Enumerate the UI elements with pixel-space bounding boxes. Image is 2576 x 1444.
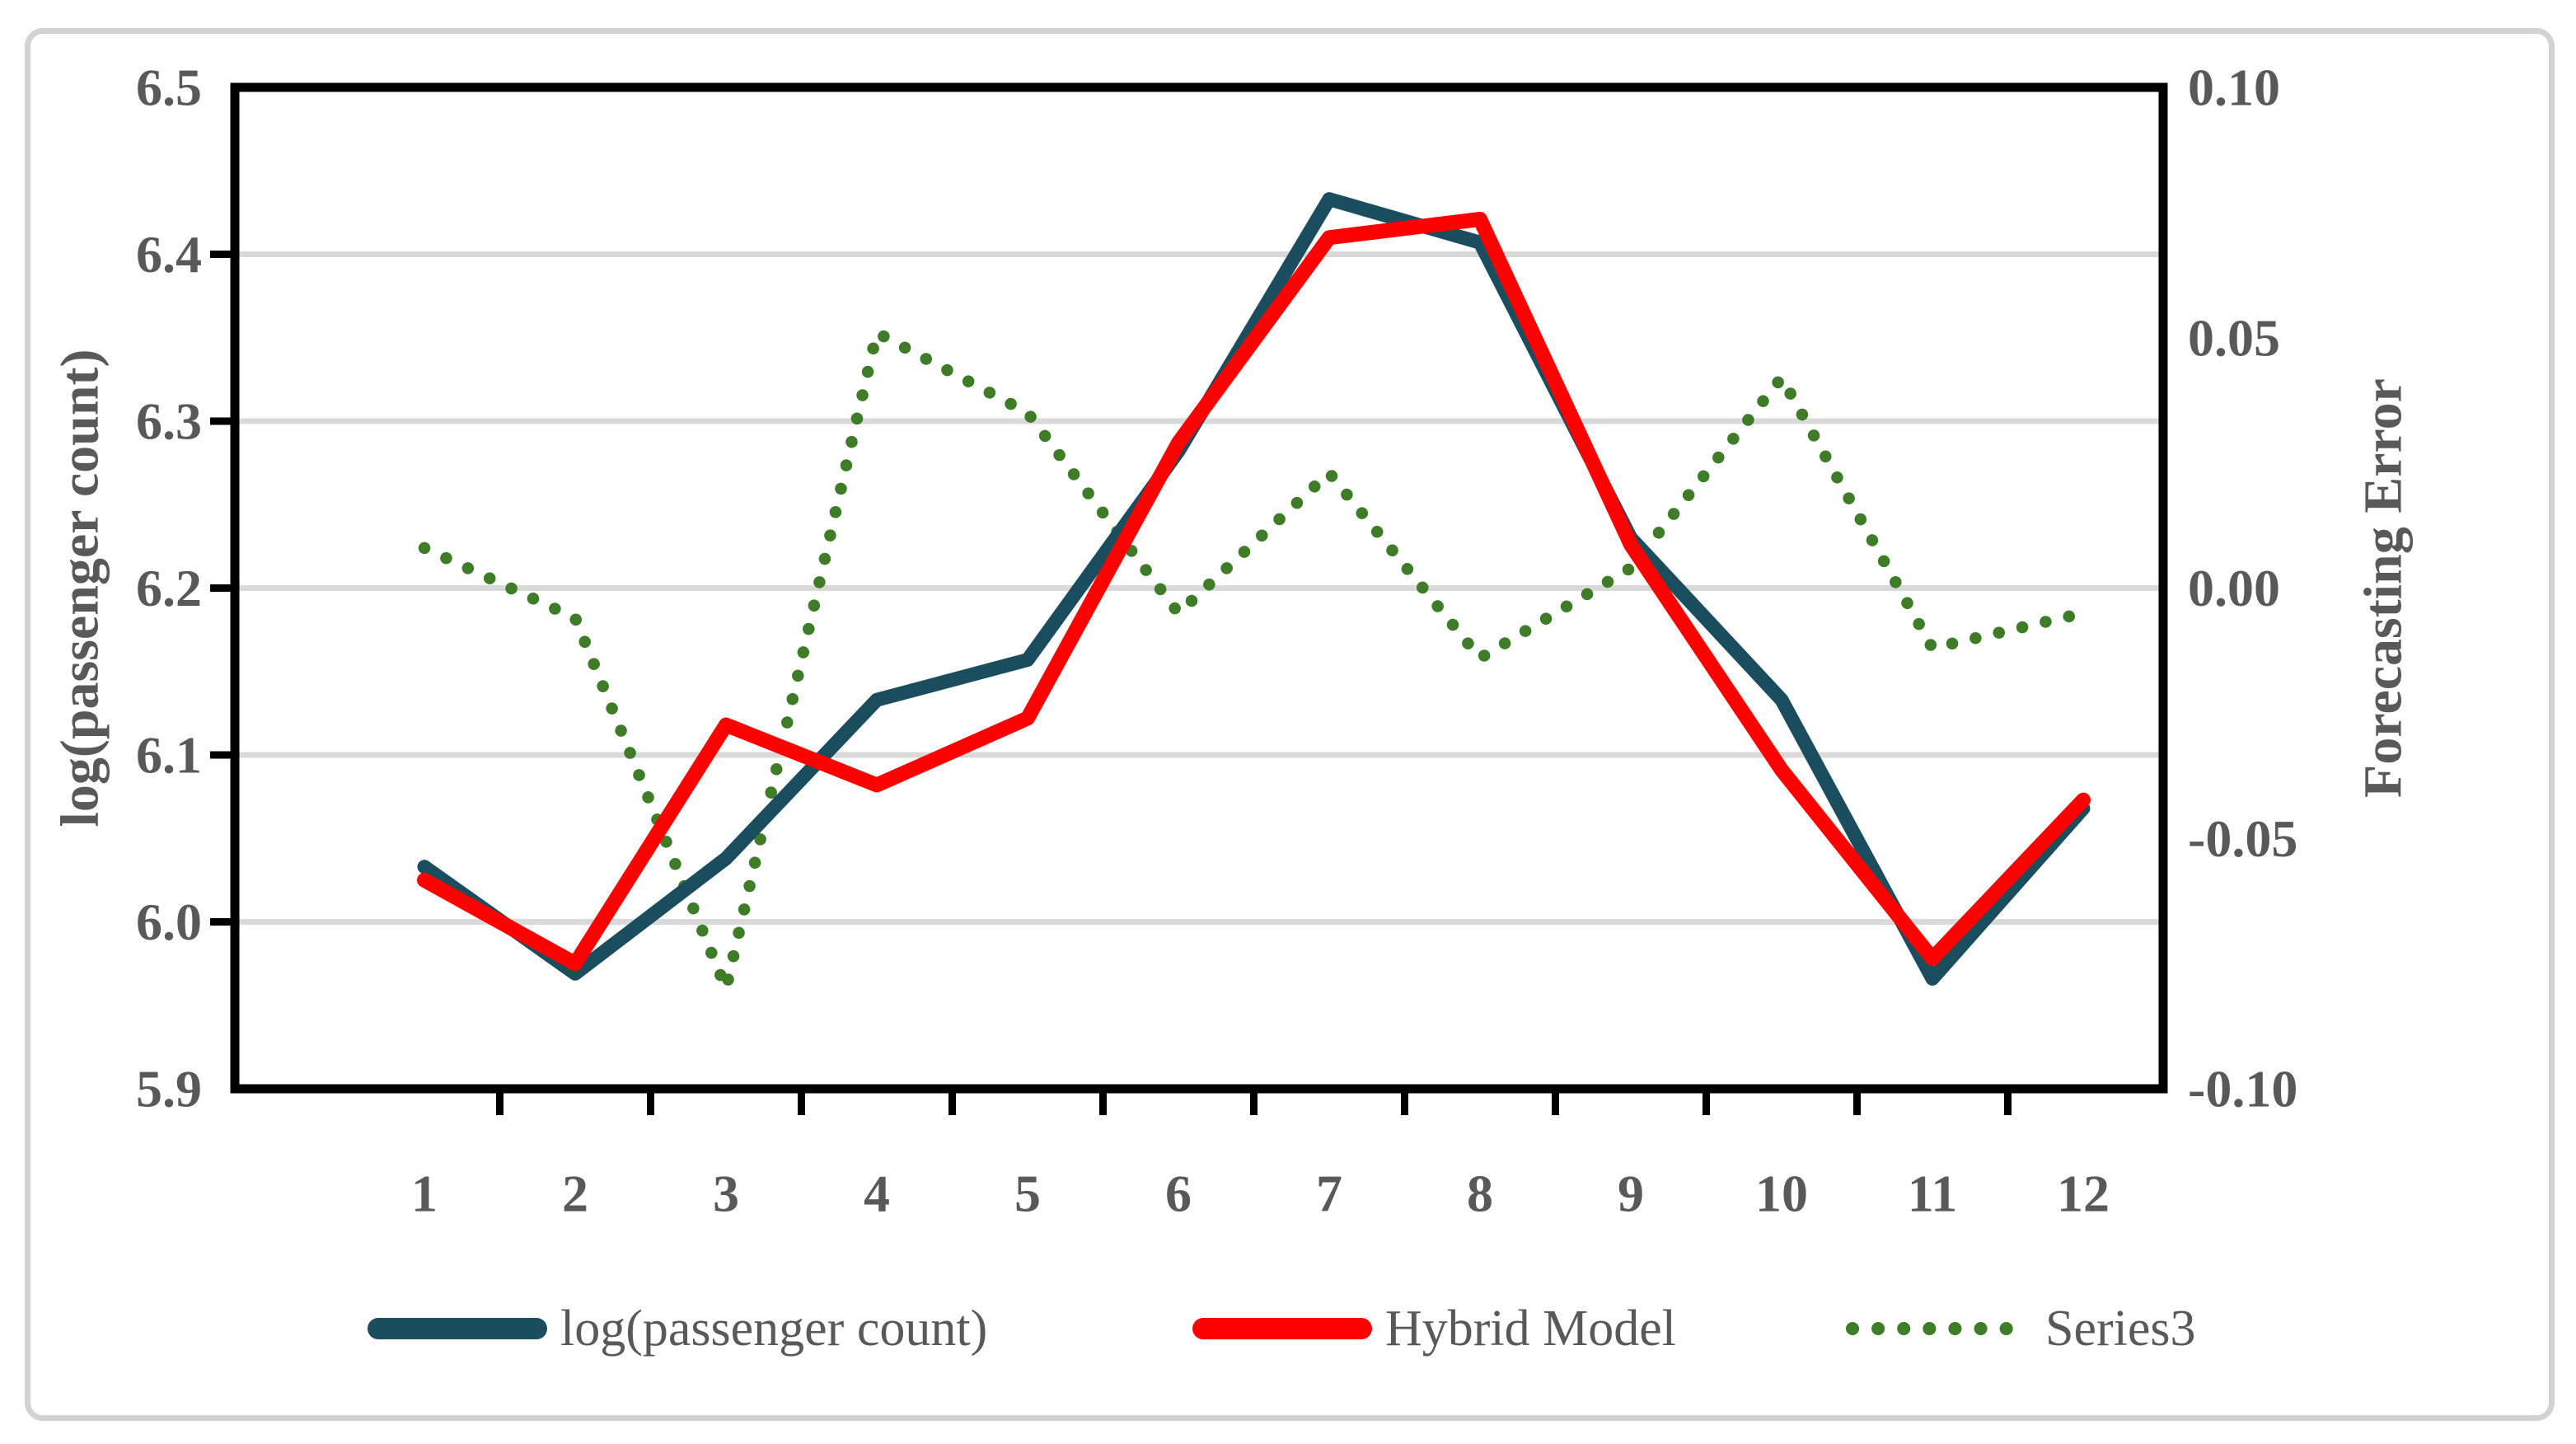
right-axis-tick-label: 0.05 xyxy=(2188,308,2280,367)
x-axis-tick-label: 2 xyxy=(562,1165,588,1223)
x-axis-tick-label: 8 xyxy=(1467,1165,1493,1223)
x-axis-tick-label: 6 xyxy=(1165,1165,1192,1223)
x-axis-tick-label: 5 xyxy=(1014,1165,1041,1223)
x-axis-tick-label: 7 xyxy=(1316,1165,1342,1223)
right-axis-tick-label: 0.00 xyxy=(2188,559,2280,617)
series-line-series3 xyxy=(418,326,2090,995)
x-axis-tick-label: 3 xyxy=(713,1165,739,1223)
left-axis-tick-label: 6.3 xyxy=(136,392,202,451)
left-axis-tick-label: 6.1 xyxy=(136,726,202,785)
left-axis-tick-label: 6.0 xyxy=(136,893,202,951)
right-axis-title: Forecasting Error xyxy=(2354,378,2414,798)
legend-label: Hybrid Model xyxy=(1385,1301,1676,1357)
left-axis-title: log(passenger count) xyxy=(50,349,110,827)
x-axis-tick-label: 4 xyxy=(864,1165,890,1223)
legend-label: Series3 xyxy=(2045,1301,2196,1357)
left-axis-tick-label: 6.2 xyxy=(136,559,202,617)
series-line-hybrid-model xyxy=(417,211,2091,972)
x-axis-tick-label: 1 xyxy=(411,1165,438,1223)
x-axis-tick-label: 9 xyxy=(1618,1165,1644,1223)
right-axis-tick-label: 0.10 xyxy=(2188,59,2280,117)
left-axis-tick-label: 6.4 xyxy=(136,225,202,284)
x-axis-tick-label: 10 xyxy=(1755,1165,1808,1223)
series-line-log-passenger-count- xyxy=(417,192,2091,986)
left-axis-tick-label: 6.5 xyxy=(136,59,202,117)
x-axis-tick-label: 11 xyxy=(1908,1165,1957,1223)
left-axis-tick-label: 5.9 xyxy=(136,1060,202,1118)
right-axis-tick-label: -0.10 xyxy=(2188,1060,2297,1118)
right-axis-tick-label: -0.05 xyxy=(2188,809,2297,868)
x-axis-tick-label: 12 xyxy=(2057,1165,2110,1223)
legend-label: log(passenger count) xyxy=(560,1301,987,1357)
